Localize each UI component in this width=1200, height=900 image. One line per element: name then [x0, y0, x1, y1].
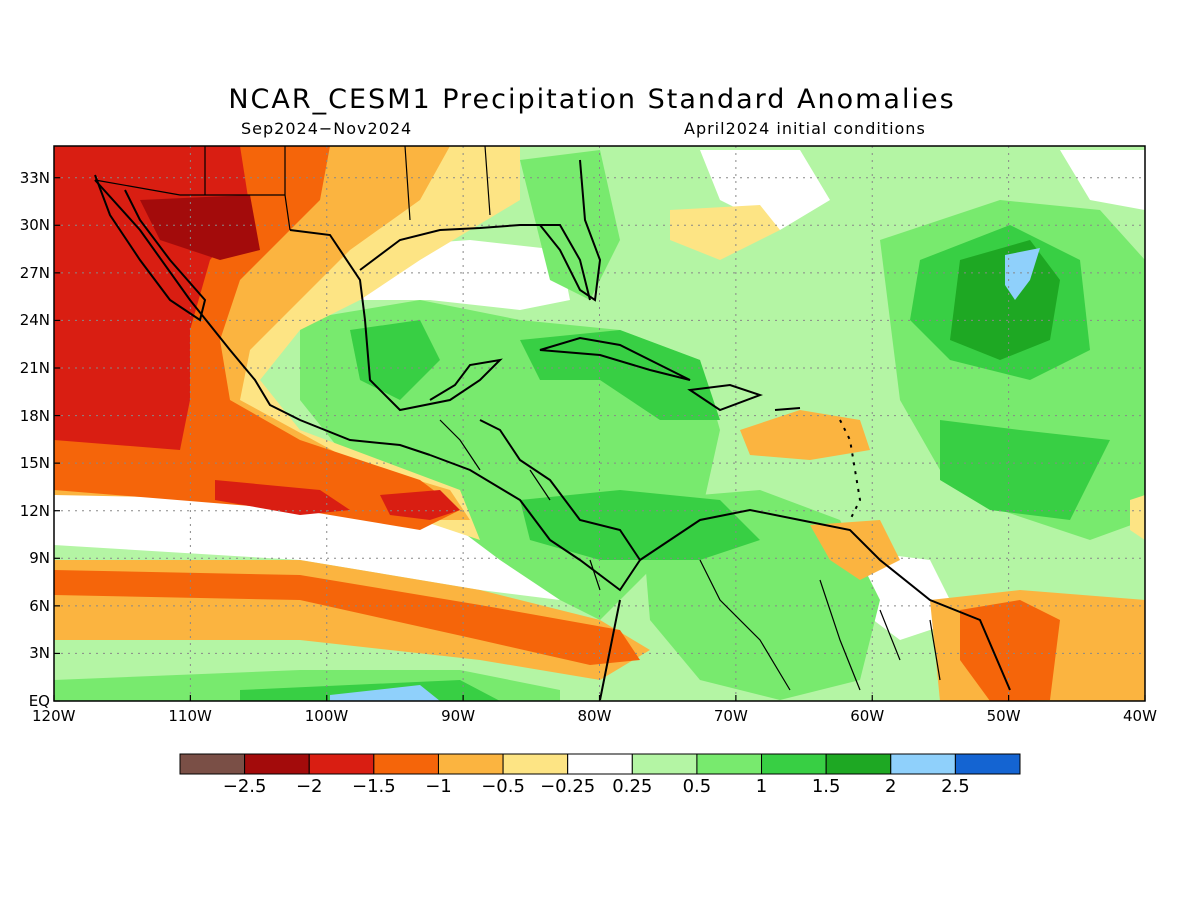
coastline-us-gulf — [359, 224, 591, 301]
baja-california-coast — [94, 174, 207, 322]
colorbar-label: −0.25 — [540, 776, 596, 797]
longitude-label: 70W — [713, 707, 748, 725]
colorbar-swatch — [696, 753, 763, 775]
longitude-label: 110W — [168, 707, 212, 725]
anomaly-dry-very-strong — [140, 195, 260, 260]
axis-ticks — [53, 177, 1146, 702]
anomaly-wet — [520, 150, 620, 300]
coastline-south-america-pacific — [599, 599, 621, 701]
anomaly-near-normal — [700, 150, 830, 230]
anomaly-wet-strong — [940, 420, 1110, 520]
coastline-mexico-pacific — [94, 179, 431, 456]
anomaly-wet-strong — [520, 490, 760, 560]
colorbar-swatch — [179, 753, 246, 775]
latitude-label: 12N — [19, 501, 50, 520]
anomaly-wet-extreme — [1005, 248, 1040, 300]
colorbar-label: 0.25 — [612, 776, 653, 797]
south-america-borders — [699, 559, 941, 691]
central-america-borders — [439, 419, 601, 591]
longitude-label: 90W — [441, 707, 476, 725]
longitude-label: 50W — [986, 707, 1021, 725]
colorbar-label: 2.5 — [941, 776, 970, 797]
longitude-label: 80W — [577, 707, 612, 725]
anomaly-field — [54, 146, 1145, 701]
lesser-antilles-islands — [839, 419, 862, 521]
colorbar — [179, 753, 1021, 775]
map-gridlines — [54, 146, 1145, 701]
anomaly-dry — [740, 410, 870, 460]
latitude-label: EQ — [28, 692, 50, 710]
colorbar-swatch — [890, 753, 956, 775]
colorbar-swatch — [631, 753, 698, 775]
anomaly-near-normal — [1060, 150, 1145, 210]
latitude-label: 3N — [29, 644, 50, 663]
colorbar-swatch — [502, 753, 569, 775]
colorbar-swatch — [244, 753, 310, 775]
latitude-label: 24N — [19, 311, 50, 330]
latitude-label: 30N — [19, 216, 50, 235]
colorbar-swatch — [954, 753, 1021, 775]
latitude-label: 33N — [19, 168, 50, 187]
map-title: NCAR_CESM1 Precipitation Standard Anomal… — [228, 84, 956, 115]
initial-conditions: April2024 initial conditions — [684, 119, 926, 138]
latitude-label: 21N — [19, 359, 50, 377]
hispaniola-island — [687, 383, 763, 412]
latitude-label: 6N — [29, 596, 50, 615]
longitude-label: 100W — [304, 707, 349, 725]
colorbar-swatch — [825, 753, 892, 775]
colorbar-label: −2.5 — [222, 776, 267, 797]
anomaly-dry — [810, 520, 900, 580]
colorbar-swatch — [567, 753, 633, 775]
cuba-island — [539, 336, 691, 381]
anomaly-dry-moderate — [960, 600, 1060, 701]
coastlines — [94, 146, 1011, 701]
colorbar-label: −1.5 — [351, 776, 396, 797]
latitude-label: 15N — [19, 454, 50, 473]
coastline-florida — [539, 159, 602, 302]
coastline-south-america-north — [639, 508, 1011, 691]
colorbar-label: 0.5 — [682, 776, 712, 797]
puerto-rico-island — [774, 407, 801, 411]
forecast-period: Sep2024−Nov2024 — [241, 119, 413, 138]
us-mexico-border — [94, 146, 491, 231]
coastline-gulf-of-mexico — [289, 229, 503, 412]
colorbar-swatch — [761, 753, 827, 775]
anomaly-near-normal — [54, 470, 560, 600]
anomaly-wet-strong — [240, 680, 500, 701]
longitude-label: 40W — [1123, 707, 1157, 725]
anomaly-dry-strong — [215, 480, 350, 515]
latitude-label: 27N — [19, 263, 50, 282]
longitude-label: 120W — [32, 707, 76, 725]
anomaly-wet-extreme — [330, 685, 440, 701]
latitude-label: 9N — [29, 549, 50, 568]
longitude-label: 60W — [850, 707, 885, 725]
colorbar-label: −2 — [295, 776, 323, 797]
colorbar-label: 1.5 — [811, 776, 841, 797]
anomaly-dry-moderate — [54, 570, 640, 665]
latitude-label: 18N — [19, 406, 50, 425]
anomaly-dry-weak — [670, 205, 780, 260]
anomaly-wet-strong — [350, 320, 440, 400]
colorbar-label: −1 — [425, 776, 452, 797]
colorbar-label: 1 — [755, 776, 768, 797]
anomaly-dry-weak — [1130, 495, 1145, 540]
colorbar-swatch — [373, 753, 439, 775]
colorbar-swatch — [437, 753, 504, 775]
colorbar-swatch — [308, 753, 375, 775]
colorbar-label: 2 — [885, 776, 897, 797]
colorbar-label: −0.5 — [481, 776, 525, 797]
anomaly-dry-strong — [380, 490, 460, 520]
